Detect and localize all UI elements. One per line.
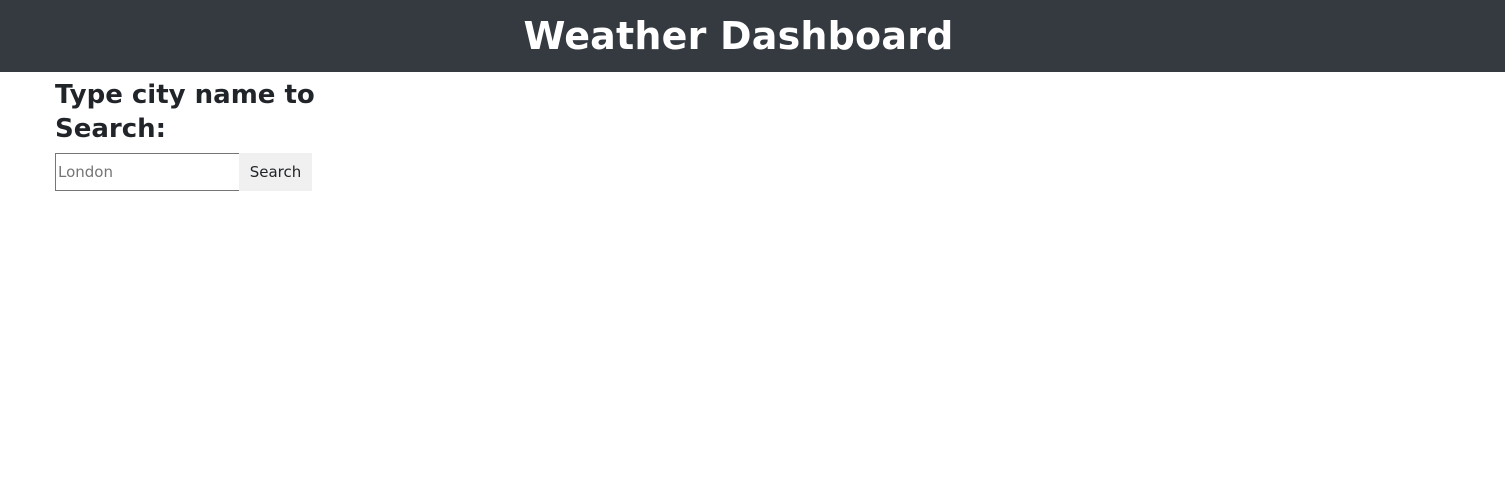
city-search-input[interactable]: [55, 153, 239, 191]
page-title: Weather Dashboard: [523, 14, 954, 58]
city-search-panel: Type city name to Search: Search: [55, 78, 345, 191]
search-form: Search: [55, 153, 345, 191]
search-button[interactable]: Search: [239, 153, 312, 191]
search-heading: Type city name to Search:: [55, 80, 315, 144]
app-header: Weather Dashboard: [0, 0, 1505, 72]
